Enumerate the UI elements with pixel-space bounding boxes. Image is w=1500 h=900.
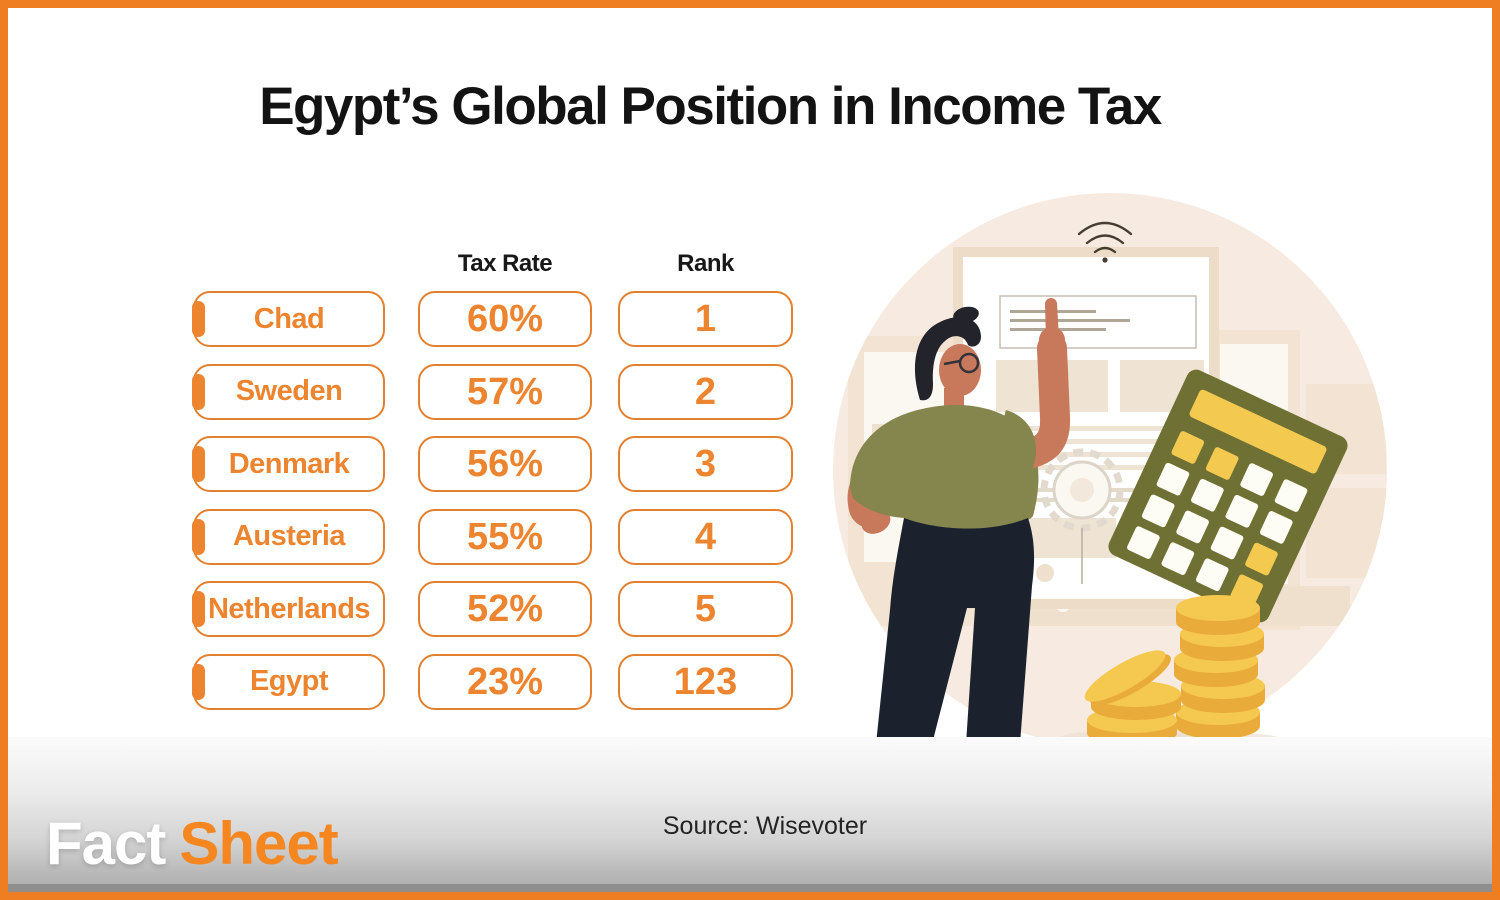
rank-value: 4 xyxy=(694,515,717,558)
rank-value: 5 xyxy=(694,588,717,630)
footer-divider xyxy=(0,884,1500,892)
tax-rate-value: 23% xyxy=(466,660,544,703)
tax-rate-pill: 55% xyxy=(418,508,592,565)
tax-rate-value: 57% xyxy=(466,370,544,413)
pill-tab xyxy=(192,663,205,700)
calculator xyxy=(1108,369,1348,623)
country-pill: Denmark xyxy=(192,436,385,492)
tax-rate-value: 56% xyxy=(466,443,544,485)
country-pill: Egypt xyxy=(192,653,385,710)
tax-rate-pill: 56% xyxy=(418,436,592,492)
tax-rate-value: 52% xyxy=(466,588,544,630)
country-pill: Sweden xyxy=(192,363,385,420)
column-header-tax-rate: Tax Rate xyxy=(457,250,553,277)
rank-pill: 2 xyxy=(618,363,793,420)
page-title: Egypt’s Global Position in Income Tax xyxy=(259,77,1162,136)
table-row: Chad 60% 1 xyxy=(192,291,793,347)
tax-illustration xyxy=(833,193,1387,744)
footer-gradient-band xyxy=(0,737,1500,884)
country-pill: Austeria xyxy=(192,508,385,565)
country-label: Sweden xyxy=(235,375,343,407)
pill-tab xyxy=(192,373,205,410)
country-label: Chad xyxy=(253,302,325,335)
source-credit: Source: Wisevoter xyxy=(662,812,868,840)
pill-tab xyxy=(192,518,205,555)
rank-value: 123 xyxy=(673,660,738,703)
gear-icon xyxy=(1040,448,1124,584)
tax-rate-value: 55% xyxy=(466,515,544,558)
pill-tab xyxy=(192,301,205,337)
wifi-icon xyxy=(1077,221,1133,263)
rank-pill: 5 xyxy=(618,581,793,637)
tax-rate-pill: 23% xyxy=(418,653,592,710)
country-label: Egypt xyxy=(249,665,329,697)
brand-logo: Fact Sheet xyxy=(46,814,339,874)
country-pill: Netherlands xyxy=(192,581,385,637)
country-label: Denmark xyxy=(228,447,350,480)
brand-sheet: Sheet xyxy=(179,810,338,877)
tax-rate-pill: 60% xyxy=(418,291,592,347)
rank-value: 2 xyxy=(694,370,717,413)
pill-tab xyxy=(192,591,205,627)
tax-rate-pill: 52% xyxy=(418,581,592,637)
rank-pill: 3 xyxy=(618,436,793,492)
country-label: Austeria xyxy=(232,520,346,552)
table-row: Egypt 23% 123 xyxy=(192,653,793,710)
column-header-rank: Rank xyxy=(677,250,734,277)
pill-tab xyxy=(192,446,205,482)
table-row: Austeria 55% 4 xyxy=(192,508,793,565)
tax-rate-value: 60% xyxy=(466,298,544,340)
table-row: Netherlands 52% 5 xyxy=(192,581,793,637)
rank-pill: 4 xyxy=(618,508,793,565)
table-row: Sweden 57% 2 xyxy=(192,363,793,420)
country-label: Netherlands xyxy=(207,592,371,625)
brand-fact: Fact xyxy=(46,810,166,877)
rank-value: 1 xyxy=(694,298,717,340)
country-pill: Chad xyxy=(192,291,385,347)
person xyxy=(847,298,1071,744)
rank-value: 3 xyxy=(694,443,717,485)
table-row: Denmark 56% 3 xyxy=(192,436,793,492)
rank-pill: 123 xyxy=(618,653,793,710)
rank-pill: 1 xyxy=(618,291,793,347)
tax-rate-pill: 57% xyxy=(418,363,592,420)
country-tax-table: Chad 60% 1 Sweden 57% 2 Denmark 56% 3 Au… xyxy=(192,291,793,726)
